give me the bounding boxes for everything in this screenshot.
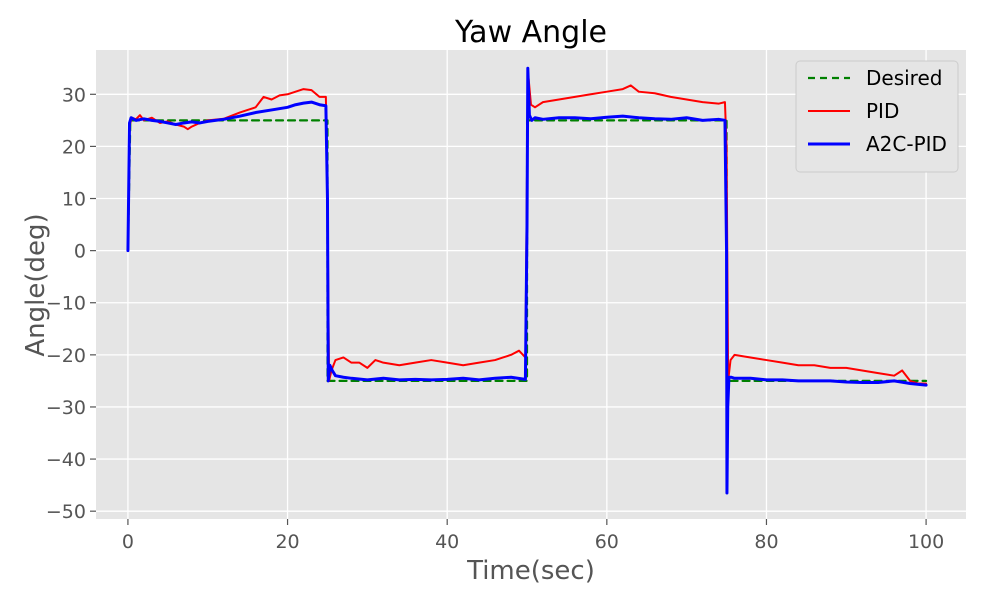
series-layer bbox=[126, 66, 928, 495]
y-tick-label: 20 bbox=[62, 136, 86, 158]
y-tick-label: −10 bbox=[46, 293, 86, 315]
x-tick-label: 20 bbox=[275, 531, 299, 553]
x-tick-label: 0 bbox=[122, 531, 134, 553]
y-tick-label: −20 bbox=[46, 345, 86, 367]
y-axis-label: Angle(deg) bbox=[21, 213, 51, 356]
series-line-a2c-pid bbox=[126, 66, 928, 495]
x-tick-label: 100 bbox=[908, 531, 944, 553]
legend-label: PID bbox=[866, 99, 899, 123]
axis-ticks: 0 20 40 60 80 100 −50 −40 −30 −20 −10 0 10 20 30 bbox=[46, 84, 944, 553]
y-tick-label: −30 bbox=[46, 397, 86, 419]
x-axis-label: Time(sec) bbox=[466, 556, 595, 586]
y-tick-label: −50 bbox=[46, 501, 86, 523]
legend: Desired PID A2C-PID bbox=[795, 60, 959, 173]
legend-label: Desired bbox=[866, 66, 942, 90]
chart-title: Yaw Angle bbox=[454, 15, 607, 50]
x-tick-label: 40 bbox=[435, 531, 459, 553]
y-tick-label: −40 bbox=[46, 449, 86, 471]
x-tick-label: 60 bbox=[595, 531, 619, 553]
y-tick-label: 0 bbox=[74, 241, 86, 263]
y-tick-label: 30 bbox=[62, 84, 86, 106]
legend-label: A2C-PID bbox=[866, 132, 947, 156]
y-tick-label: 10 bbox=[62, 189, 86, 211]
x-tick-label: 80 bbox=[754, 531, 778, 553]
